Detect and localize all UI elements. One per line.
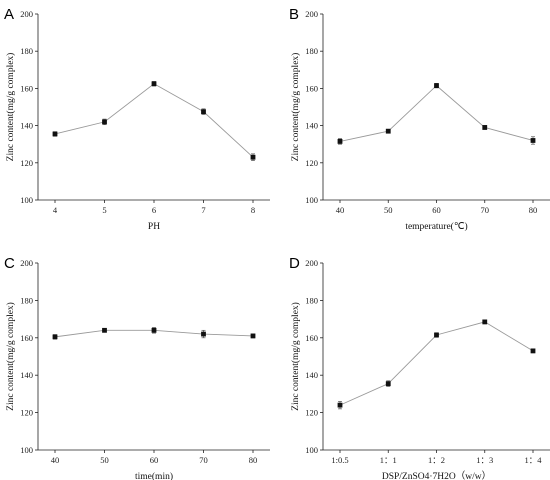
data-point <box>482 319 488 325</box>
y-tick-label: 200 <box>20 258 33 268</box>
series-line <box>339 85 534 142</box>
panel-letter: A <box>4 6 14 23</box>
x-tick-label: 7 <box>201 205 205 215</box>
panel-d: D 100 120 140 160 180 200 1:0.5 1：1 1：2 1：3 1：4 DSP/… <box>289 255 550 480</box>
x-tick-label: 40 <box>336 205 345 215</box>
y-tick-label: 200 <box>305 9 318 19</box>
y-tick-label: 100 <box>305 445 318 455</box>
data-point <box>482 125 488 130</box>
panel-c: C 100 120 140 160 180 200 40 50 60 70 80 time(min) Zi… <box>4 255 270 480</box>
x-tick-label: 1：2 <box>428 455 445 465</box>
x-tick-label: 50 <box>100 455 109 465</box>
data-point <box>385 381 391 387</box>
x-tick-label: 40 <box>51 455 60 465</box>
y-tick-label: 160 <box>20 333 33 343</box>
panel-a: A 100 120 140 160 180 200 4 5 6 7 8 PH Zinc content(m… <box>4 6 270 232</box>
data-point <box>530 348 536 354</box>
x-tick-label: 5 <box>102 205 106 215</box>
y-tick-label: 120 <box>20 158 33 168</box>
y-tick-label: 100 <box>20 445 33 455</box>
y-tick-label: 120 <box>305 158 318 168</box>
panel-letter: B <box>289 6 299 23</box>
y-tick-label: 180 <box>20 46 33 56</box>
y-tick-label: 180 <box>305 46 318 56</box>
data-point <box>201 331 206 337</box>
x-tick-label: 80 <box>529 205 538 215</box>
data-point <box>434 83 439 89</box>
y-tick-label: 140 <box>20 370 33 380</box>
x-tick-label: 1：4 <box>524 455 542 465</box>
data-point <box>151 81 157 87</box>
y-tick-label: 140 <box>305 370 318 380</box>
y-tick-label: 180 <box>305 295 318 305</box>
y-axis-title: Zinc content(mg/g complex) <box>290 53 301 162</box>
data-point <box>151 327 157 333</box>
y-tick-label: 140 <box>20 121 33 131</box>
series-line <box>54 83 254 158</box>
data-point <box>52 131 58 137</box>
x-axis-title: PH <box>148 222 160 232</box>
y-tick-label: 160 <box>305 333 318 343</box>
x-tick-label: 70 <box>481 205 490 215</box>
y-tick-label: 100 <box>305 195 318 205</box>
y-tick-label: 160 <box>305 83 318 93</box>
x-axis-title: time(min) <box>135 471 173 480</box>
y-tick-label: 180 <box>20 295 33 305</box>
y-tick-label: 160 <box>20 83 33 93</box>
y-tick-label: 140 <box>305 121 318 131</box>
y-tick-label: 120 <box>20 408 33 418</box>
data-point <box>530 138 536 143</box>
data-point <box>385 128 391 134</box>
y-tick-label: 120 <box>305 408 318 418</box>
x-tick-label: 1：3 <box>476 455 493 465</box>
data-point <box>434 332 439 338</box>
panel-letter: C <box>4 255 15 272</box>
data-point <box>250 154 256 160</box>
x-axis-title: temperature(℃) <box>405 221 467 232</box>
y-axis-title: Zinc content(mg/g complex) <box>5 302 16 411</box>
x-axis-title: DSP/ZnSO4·7H2O（w/w） <box>382 470 491 480</box>
y-tick-label: 200 <box>20 9 33 19</box>
x-tick-label: 8 <box>251 205 255 215</box>
y-tick-label: 200 <box>305 258 318 268</box>
x-tick-label: 1:0.5 <box>331 455 348 465</box>
x-tick-label: 60 <box>432 205 441 215</box>
x-tick-label: 50 <box>384 205 393 215</box>
data-point <box>102 119 107 125</box>
x-tick-label: 6 <box>152 205 156 215</box>
data-point <box>337 402 343 408</box>
data-point <box>102 327 107 333</box>
y-axis-title: Zinc content(mg/g complex) <box>5 53 16 162</box>
x-tick-label: 4 <box>53 205 58 215</box>
data-point <box>52 334 58 340</box>
y-axis-title: Zinc content(mg/g complex) <box>290 302 301 411</box>
data-point <box>337 139 343 144</box>
y-tick-label: 100 <box>20 195 33 205</box>
data-point <box>201 109 206 115</box>
data-point <box>250 333 256 339</box>
panel-b: B 100 120 140 160 180 200 40 50 60 70 80 temperature… <box>289 6 550 232</box>
x-tick-label: 70 <box>199 455 208 465</box>
x-tick-label: 60 <box>150 455 159 465</box>
panel-letter: D <box>289 255 300 272</box>
x-tick-label: 1：1 <box>380 455 397 465</box>
x-tick-label: 80 <box>249 455 258 465</box>
